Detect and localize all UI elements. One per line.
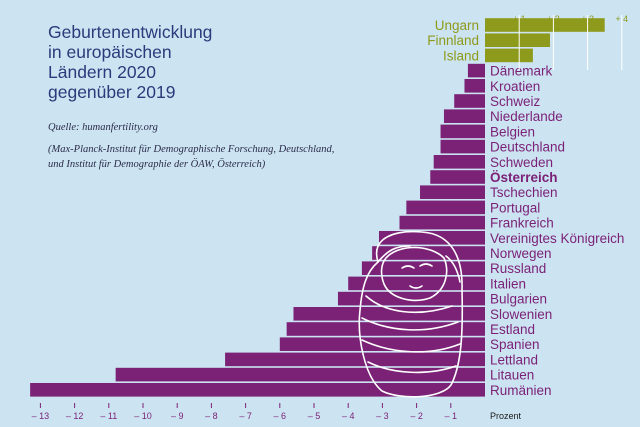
category-label: Frankreich [490, 216, 554, 231]
category-label: Russland [490, 261, 546, 276]
bar-23 [115, 367, 485, 382]
tick-label: – 5 [308, 411, 321, 421]
tick-label: + 2 [547, 14, 560, 24]
category-label: Finnland [427, 33, 479, 48]
category-label: Österreich [490, 170, 558, 185]
category-label: Tschechien [490, 185, 558, 200]
bar-2 [485, 48, 533, 63]
category-label: Island [443, 48, 479, 63]
source-line: (Max-Planck-Institut für Demographische … [48, 144, 335, 155]
bar-15 [372, 246, 485, 260]
bar-4 [464, 79, 485, 93]
category-label: Dänemark [490, 64, 553, 79]
bar-0 [485, 18, 605, 32]
category-label: Vereinigtes Königreich [490, 231, 624, 246]
bar-11 [420, 185, 485, 199]
category-label: Estland [490, 322, 535, 337]
category-label: Schweiz [490, 94, 541, 109]
bar-10 [430, 170, 485, 184]
category-label: Deutschland [490, 140, 565, 155]
title-line: in europäischen [48, 42, 172, 62]
source-note: Quelle: humanfertility.org (Max-Planck-I… [48, 120, 334, 172]
title-line: Geburtenentwicklung [48, 22, 213, 42]
bar-21 [279, 337, 485, 351]
tick-label: – 13 [32, 411, 50, 421]
category-label: Slowenien [490, 307, 552, 322]
chart-title: Geburtenentwicklung in europäischen Länd… [48, 22, 212, 102]
swaddled-baby-illustration [358, 230, 464, 398]
category-label: Lettland [490, 352, 538, 367]
bar-8 [440, 139, 485, 154]
title-line: gegenüber 2019 [48, 82, 176, 102]
bar-13 [399, 215, 485, 230]
category-label: Ungarn [435, 18, 479, 33]
tick-label: – 9 [171, 411, 184, 421]
tick-label: – 1 [445, 411, 458, 421]
tick-label: – 6 [274, 411, 287, 421]
category-label: Litauen [490, 368, 534, 383]
bar-7 [440, 124, 485, 139]
tick-label: – 12 [66, 411, 84, 421]
bar-5 [454, 94, 485, 108]
tick-label: – 7 [239, 411, 252, 421]
tick-label: + 3 [581, 14, 594, 24]
category-label: Italien [490, 276, 526, 291]
category-label: Schweden [490, 155, 553, 170]
tick-label: – 3 [376, 411, 389, 421]
bar-1 [485, 33, 550, 47]
bar-22 [225, 352, 485, 367]
title-line: Ländern 2020 [48, 62, 157, 82]
bar-24 [30, 383, 485, 397]
bar-14 [378, 231, 485, 245]
bar-3 [467, 63, 485, 78]
source-line: und Institut für Demographie der ÖAW, Ös… [48, 159, 266, 170]
tick-label: – 8 [205, 411, 218, 421]
category-label: Norwegen [490, 246, 552, 261]
bars-layer: UngarnFinnlandIslandDänemarkKroatienSchw… [30, 18, 624, 398]
category-label: Spanien [490, 337, 540, 352]
bar-20 [286, 322, 485, 336]
bar-6 [443, 109, 485, 123]
tick-label: – 2 [410, 411, 423, 421]
tick-label: + 4 [615, 14, 628, 24]
category-label: Belgien [490, 124, 535, 139]
category-label: Portugal [490, 200, 540, 215]
bar-12 [406, 200, 485, 215]
tick-label: + 1 [513, 14, 526, 24]
x-axis: + 1 + 2 + 3 + 4 – 13 – 12 – 11 – 10 – 9 – 8 – 7 – 6… [32, 14, 629, 421]
source-line: Quelle: humanfertility.org [48, 122, 158, 133]
tick-label: – 10 [134, 411, 152, 421]
bar-16 [361, 261, 485, 275]
category-label: Rumänien [490, 383, 552, 398]
category-label: Kroatien [490, 79, 540, 94]
axis-label: Prozent [490, 411, 522, 421]
bar-9 [433, 155, 485, 169]
category-label: Bulgarien [490, 292, 547, 307]
tick-label: – 11 [100, 411, 117, 421]
tick-label: – 4 [342, 411, 355, 421]
category-label: Niederlande [490, 109, 563, 124]
